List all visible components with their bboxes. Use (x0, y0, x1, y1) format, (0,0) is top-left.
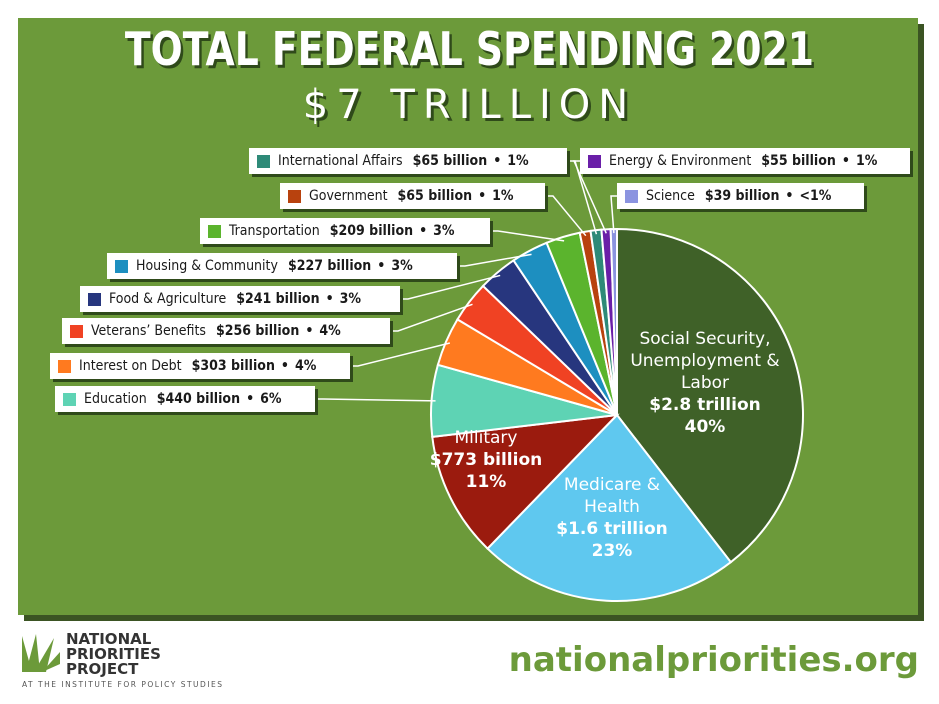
category-percent: 4% (294, 358, 317, 374)
callout-label-12: Science $39 billion • <1% (617, 183, 864, 209)
separator-dot: • (280, 358, 289, 374)
pie-slice-2 (431, 413, 620, 550)
category-name: Education (84, 391, 147, 407)
category-name: Veterans’ Benefits (91, 323, 206, 339)
leader-line-3 (315, 398, 436, 402)
callout-label-11: Energy & Environment $55 billion • 1% (580, 148, 910, 174)
category-name: Energy & Environment (609, 153, 752, 169)
legend-swatch (288, 189, 301, 203)
category-name: Government (309, 188, 388, 204)
legend-swatch (115, 259, 128, 273)
category-percent: 1% (492, 188, 514, 204)
category-amount: $55 billion (761, 153, 836, 169)
slice-label-1-line-2: $1.6 trillion (556, 519, 667, 539)
leader-line-8 (490, 230, 565, 242)
category-amount: $65 billion (412, 153, 488, 169)
slice-label-1-line-3: 23% (592, 541, 633, 561)
slice-label-2-line-2: 11% (466, 472, 507, 492)
category-amount: $256 billion (215, 323, 300, 339)
category-amount: $209 billion (329, 223, 414, 239)
category-name: International Affairs (278, 153, 403, 169)
leader-line-11 (572, 160, 607, 234)
slice-label-0-line-3: $2.8 trillion (649, 395, 760, 415)
leader-line-5 (390, 303, 473, 332)
leader-line-6 (400, 274, 501, 300)
legend-swatch (58, 359, 71, 373)
legend-swatch (257, 154, 270, 168)
callout-label-9: Government $65 billion • 1% (280, 183, 545, 209)
legend-swatch (63, 392, 76, 406)
callout-label-6: Food & Agriculture $241 billion • 3% (80, 286, 400, 312)
category-amount: $39 billion (704, 188, 780, 204)
slice-label-0-line-2: Labor (681, 373, 729, 393)
category-percent: 1% (507, 153, 529, 169)
slice-label-0-line-4: 40% (685, 417, 726, 437)
slice-label-0-line-1: Unemployment & (630, 351, 779, 371)
separator-dot: • (478, 188, 487, 204)
category-name: Food & Agriculture (109, 291, 227, 307)
category-percent: 4% (319, 323, 341, 339)
npp-logo: NATIONAL PRIORITIES PROJECT AT THE INSTI… (22, 632, 224, 696)
legend-swatch (625, 189, 638, 203)
category-amount: $65 billion (397, 188, 473, 204)
slice-label-2-line-1: $773 billion (430, 450, 543, 470)
separator-dot: • (841, 153, 850, 169)
category-percent: <1% (799, 188, 832, 204)
separator-dot: • (377, 258, 386, 274)
logo-subtitle: AT THE INSTITUTE FOR POLICY STUDIES (22, 680, 224, 689)
category-name: Interest on Debt (79, 358, 182, 374)
callout-label-10: International Affairs $65 billion • 1% (249, 148, 567, 174)
website-link[interactable]: nationalpriorities.org (508, 640, 919, 680)
logo-sunburst-icon (22, 634, 60, 672)
leader-line-7 (457, 253, 532, 267)
callout-label-7: Housing & Community $227 billion • 3% (107, 253, 457, 279)
legend-swatch (588, 154, 601, 168)
slice-label-0-line-0: Social Security, (639, 329, 770, 349)
category-amount: $440 billion (156, 391, 241, 407)
legend-swatch (70, 324, 83, 338)
legend-swatch (88, 292, 101, 306)
category-percent: 6% (260, 391, 282, 407)
slice-label-1-line-0: Medicare & (564, 475, 660, 495)
separator-dot: • (493, 153, 502, 169)
category-percent: 3% (339, 291, 362, 307)
separator-dot: • (305, 323, 314, 339)
leader-line-4 (350, 342, 451, 367)
logo-line3: PROJECT (66, 660, 139, 678)
pie-slice-1 (486, 413, 733, 602)
category-amount: $227 billion (287, 258, 372, 274)
pie-slice-0 (616, 227, 804, 564)
separator-dot: • (325, 291, 334, 307)
category-percent: 3% (433, 223, 455, 239)
callout-label-5: Veterans’ Benefits $256 billion • 4% (62, 318, 390, 344)
category-percent: 1% (855, 153, 878, 169)
separator-dot: • (246, 391, 255, 407)
category-name: Housing & Community (136, 258, 278, 274)
callout-label-3: Education $440 billion • 6% (55, 386, 315, 412)
callout-label-4: Interest on Debt $303 billion • 4% (50, 353, 350, 379)
category-amount: $303 billion (191, 358, 275, 374)
category-amount: $241 billion (236, 291, 320, 307)
separator-dot: • (419, 223, 428, 239)
leader-line-9 (545, 195, 587, 237)
logo-line1: NATIONAL (66, 630, 152, 648)
legend-swatch (208, 224, 221, 238)
separator-dot: • (785, 188, 794, 204)
category-name: Transportation (229, 223, 320, 239)
chart-title: TOTAL FEDERAL SPENDING 2021 (124, 22, 815, 76)
callout-label-8: Transportation $209 billion • 3% (200, 218, 490, 244)
leader-line-12 (610, 195, 617, 234)
slice-label-1-line-1: Health (584, 497, 640, 517)
logo-line2: PRIORITIES (66, 645, 161, 663)
logo-text: NATIONAL PRIORITIES PROJECT (66, 632, 161, 677)
chart-subtitle: $7 TRILLION (302, 82, 637, 128)
category-percent: 3% (391, 258, 413, 274)
category-name: Science (646, 188, 695, 204)
slice-label-2-line-0: Military (455, 428, 518, 448)
